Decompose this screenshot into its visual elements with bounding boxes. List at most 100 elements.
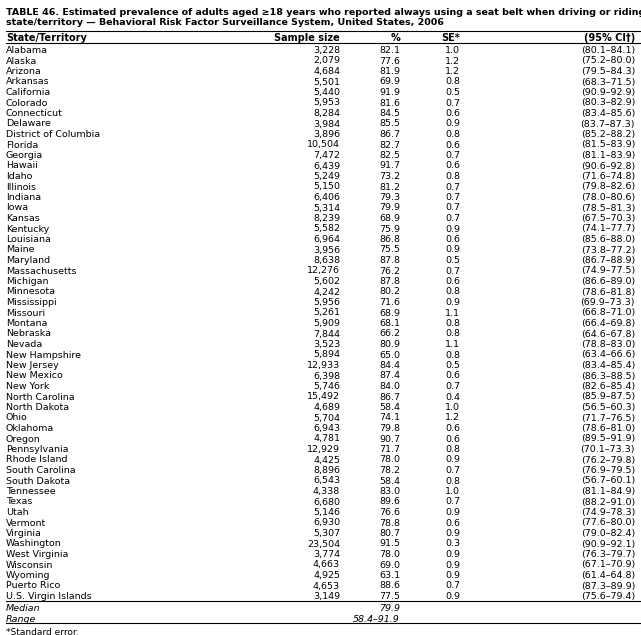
Text: 3,228: 3,228 [313, 46, 340, 55]
Text: (86.7–88.9): (86.7–88.9) [581, 256, 635, 265]
Text: 0.9: 0.9 [445, 455, 460, 464]
Text: 1.1: 1.1 [445, 340, 460, 349]
Text: State/Territory: State/Territory [6, 33, 87, 43]
Text: Connecticut: Connecticut [6, 109, 63, 118]
Text: 58.4: 58.4 [379, 403, 400, 412]
Text: Range: Range [6, 615, 37, 624]
Text: 0.7: 0.7 [445, 203, 460, 213]
Text: (79.5–84.3): (79.5–84.3) [581, 67, 635, 76]
Text: Wisconsin: Wisconsin [6, 561, 53, 570]
Text: 4,781: 4,781 [313, 434, 340, 443]
Text: 89.6: 89.6 [379, 497, 400, 507]
Text: 0.7: 0.7 [445, 267, 460, 276]
Text: Ohio: Ohio [6, 413, 28, 422]
Text: 0.8: 0.8 [445, 130, 460, 139]
Text: (87.3–89.9): (87.3–89.9) [581, 582, 635, 591]
Text: 6,680: 6,680 [313, 497, 340, 507]
Text: (90.9–92.1): (90.9–92.1) [581, 540, 635, 549]
Text: North Dakota: North Dakota [6, 403, 69, 412]
Text: Massachusetts: Massachusetts [6, 267, 76, 276]
Text: Louisiana: Louisiana [6, 235, 51, 244]
Text: 1.0: 1.0 [445, 46, 460, 55]
Text: Delaware: Delaware [6, 119, 51, 128]
Text: 84.0: 84.0 [379, 382, 400, 391]
Text: (85.2–88.2): (85.2–88.2) [581, 130, 635, 139]
Text: (85.9–87.5): (85.9–87.5) [581, 392, 635, 401]
Text: 0.6: 0.6 [445, 277, 460, 286]
Text: 0.9: 0.9 [445, 508, 460, 517]
Text: 0.6: 0.6 [445, 424, 460, 433]
Text: 80.7: 80.7 [379, 529, 400, 538]
Text: 76.6: 76.6 [379, 508, 400, 517]
Text: 0.9: 0.9 [445, 225, 460, 234]
Text: West Virginia: West Virginia [6, 550, 69, 559]
Text: New York: New York [6, 382, 49, 391]
Text: 6,398: 6,398 [313, 371, 340, 380]
Text: (70.1–73.3): (70.1–73.3) [581, 445, 635, 454]
Text: Oklahoma: Oklahoma [6, 424, 54, 433]
Text: 0.7: 0.7 [445, 182, 460, 192]
Text: 0.5: 0.5 [445, 361, 460, 370]
Text: 78.2: 78.2 [379, 466, 400, 475]
Text: 5,582: 5,582 [313, 225, 340, 234]
Text: (74.9–77.5): (74.9–77.5) [581, 267, 635, 276]
Text: 78.8: 78.8 [379, 519, 400, 528]
Text: Maine: Maine [6, 246, 35, 255]
Text: Idaho: Idaho [6, 172, 33, 181]
Text: 8,239: 8,239 [313, 214, 340, 223]
Text: Tennessee: Tennessee [6, 487, 56, 496]
Text: 75.5: 75.5 [379, 246, 400, 255]
Text: 0.8: 0.8 [445, 351, 460, 359]
Text: Wyoming: Wyoming [6, 571, 51, 580]
Text: (90.9–92.9): (90.9–92.9) [581, 88, 635, 97]
Text: Texas: Texas [6, 497, 33, 507]
Text: 5,746: 5,746 [313, 382, 340, 391]
Text: (76.9–79.5): (76.9–79.5) [581, 466, 635, 475]
Text: (86.6–89.0): (86.6–89.0) [581, 277, 635, 286]
Text: 5,146: 5,146 [313, 508, 340, 517]
Text: 68.1: 68.1 [379, 319, 400, 328]
Text: 71.7: 71.7 [379, 445, 400, 454]
Text: South Dakota: South Dakota [6, 476, 70, 486]
Text: 86.7: 86.7 [379, 130, 400, 139]
Text: 81.6: 81.6 [379, 98, 400, 107]
Text: (78.0–80.6): (78.0–80.6) [581, 193, 635, 202]
Text: *Standard error.: *Standard error. [6, 628, 79, 635]
Text: 0.9: 0.9 [445, 246, 460, 255]
Text: (90.6–92.8): (90.6–92.8) [581, 161, 635, 171]
Text: Puerto Rico: Puerto Rico [6, 582, 60, 591]
Text: (80.3–82.9): (80.3–82.9) [581, 98, 635, 107]
Text: (67.1–70.9): (67.1–70.9) [581, 561, 635, 570]
Text: Oregon: Oregon [6, 434, 41, 443]
Text: 0.9: 0.9 [445, 119, 460, 128]
Text: 86.7: 86.7 [379, 392, 400, 401]
Text: New Jersey: New Jersey [6, 361, 59, 370]
Text: (61.4–64.8): (61.4–64.8) [581, 571, 635, 580]
Text: 79.3: 79.3 [379, 193, 400, 202]
Text: Vermont: Vermont [6, 519, 46, 528]
Text: 4,925: 4,925 [313, 571, 340, 580]
Text: 80.2: 80.2 [379, 288, 400, 297]
Text: (77.6–80.0): (77.6–80.0) [581, 519, 635, 528]
Text: 5,501: 5,501 [313, 77, 340, 86]
Text: 3,956: 3,956 [313, 246, 340, 255]
Text: 3,523: 3,523 [313, 340, 340, 349]
Text: 91.9: 91.9 [379, 88, 400, 97]
Text: (74.1–77.7): (74.1–77.7) [581, 225, 635, 234]
Text: (79.0–82.4): (79.0–82.4) [581, 529, 635, 538]
Text: 69.0: 69.0 [379, 561, 400, 570]
Text: (78.6–81.0): (78.6–81.0) [581, 424, 635, 433]
Text: 0.6: 0.6 [445, 235, 460, 244]
Text: 4,338: 4,338 [313, 487, 340, 496]
Text: Utah: Utah [6, 508, 29, 517]
Text: 0.8: 0.8 [445, 476, 460, 486]
Text: 83.0: 83.0 [379, 487, 400, 496]
Text: (78.5–81.3): (78.5–81.3) [581, 203, 635, 213]
Text: 1.1: 1.1 [445, 309, 460, 318]
Text: 0.8: 0.8 [445, 77, 460, 86]
Text: (71.6–74.8): (71.6–74.8) [581, 172, 635, 181]
Text: 5,602: 5,602 [313, 277, 340, 286]
Text: Mississippi: Mississippi [6, 298, 56, 307]
Text: 8,896: 8,896 [313, 466, 340, 475]
Text: South Carolina: South Carolina [6, 466, 76, 475]
